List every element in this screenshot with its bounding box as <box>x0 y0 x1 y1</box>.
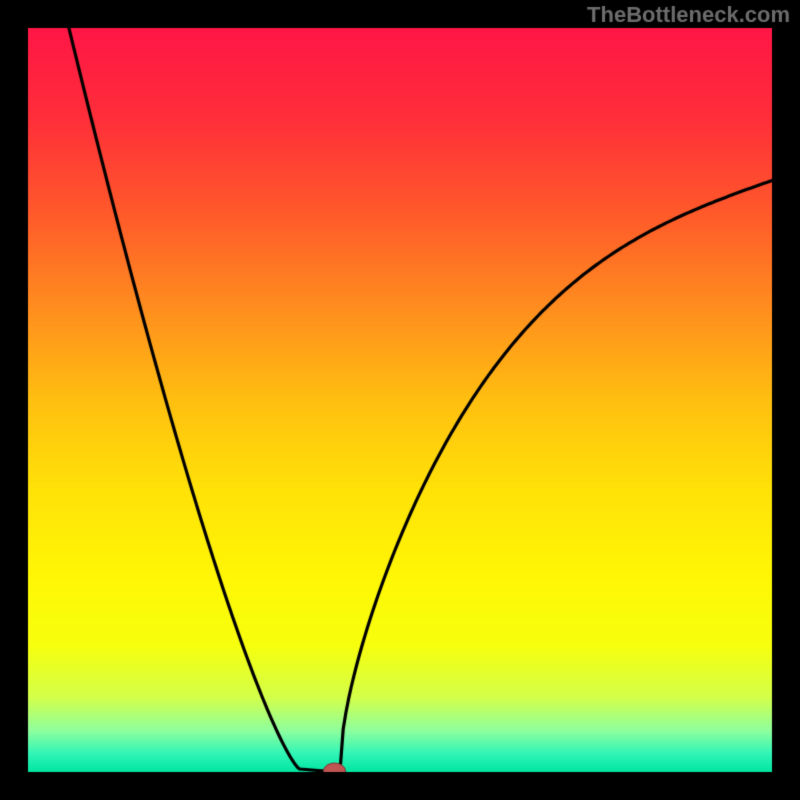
bottleneck-chart <box>0 0 800 800</box>
